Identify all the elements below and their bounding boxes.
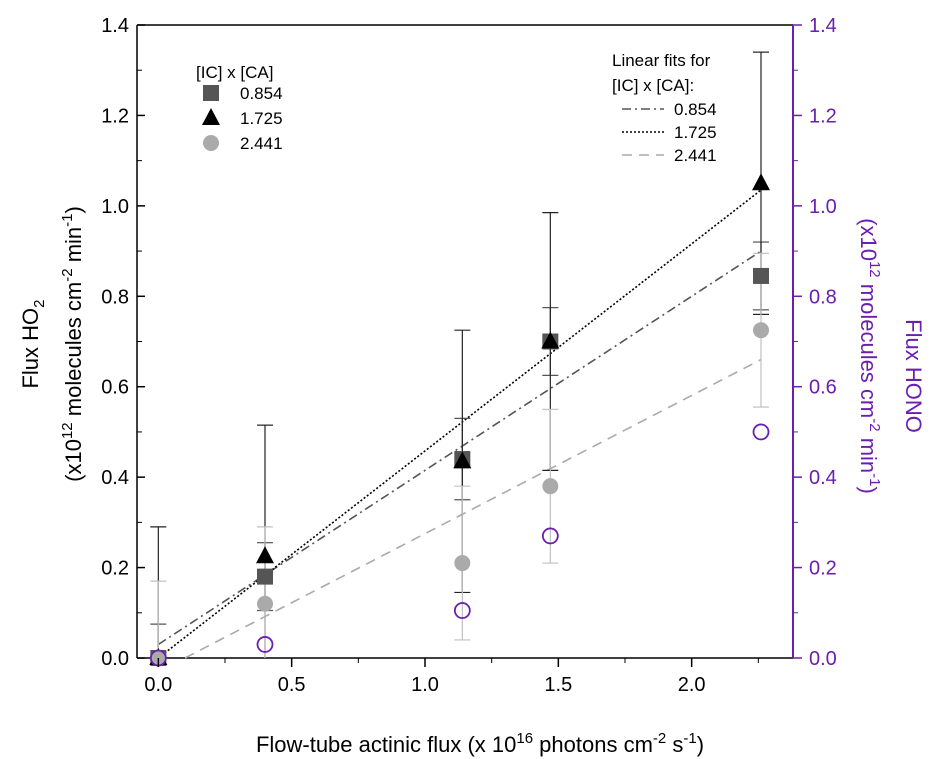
right-tick-label: 0.4 <box>809 467 837 489</box>
left-tick-label: 0.0 <box>101 648 129 670</box>
right-tick-label: 1.2 <box>809 105 837 127</box>
left-axis-unit: (x1012 molecules cm-2 min-1) <box>59 206 86 482</box>
right-tick-label: 0.6 <box>809 377 837 399</box>
left-tick-label: 1.0 <box>101 196 129 218</box>
left-tick-label: 1.2 <box>101 105 129 127</box>
data-markers <box>149 173 770 667</box>
point-2.441-2 <box>454 555 471 572</box>
left-tick-label: 0.6 <box>101 377 129 399</box>
right-tick-label: 1.4 <box>809 15 837 37</box>
fit-line-0.854 <box>157 250 762 646</box>
point-1.725-4 <box>752 173 770 191</box>
point-1.725-3 <box>541 331 560 349</box>
x-tick-label: 0.5 <box>278 674 306 696</box>
right-tick-label: 1.0 <box>809 196 837 218</box>
legend-title: [IC] x [CA] <box>196 63 273 82</box>
left-tick-label: 1.4 <box>101 15 129 37</box>
fit-line-2.441 <box>184 358 762 659</box>
point-hono-3 <box>541 527 559 545</box>
point-2.441-3 <box>542 478 559 495</box>
left-tick-label: 0.4 <box>101 467 129 489</box>
right-tick-label: 0.0 <box>809 648 837 670</box>
point-1.725-2 <box>453 451 472 469</box>
legend-label-2.441: 2.441 <box>240 134 283 153</box>
legend-fit-label-0.854: 0.854 <box>674 100 717 119</box>
legend-fits: Linear fits for [IC] x [CA]: 0.854 1.725 2… <box>612 51 717 165</box>
legend-label-1.725: 1.725 <box>240 109 283 128</box>
legend-marker-0.854 <box>203 85 219 101</box>
right-tick-label: 0.2 <box>809 558 837 580</box>
right-axis-title: Flux HONO <box>901 319 926 433</box>
legend-series: [IC] x [CA] 0.854 1.725 2.441 <box>196 63 283 153</box>
left-y-axis: 0.0 0.2 0.4 0.6 0.8 1.0 1.2 1.4 <box>101 15 145 670</box>
legend-fit-label-1.725: 1.725 <box>674 123 717 142</box>
point-2.441-1 <box>257 595 273 612</box>
x-axis: 0.0 0.5 1.0 1.5 2.0 <box>144 658 759 696</box>
fit-lines <box>157 189 762 659</box>
x-tick-label: 2.0 <box>678 674 706 696</box>
x-axis-title: Flow-tube actinic flux (x 1016 photons c… <box>256 730 704 757</box>
point-0.854-4 <box>753 267 769 284</box>
legend-label-0.854: 0.854 <box>240 84 283 103</box>
point-0.854-1 <box>257 568 273 585</box>
left-axis-title: Flux HO2 <box>18 299 48 388</box>
x-tick-label: 0.0 <box>144 674 172 696</box>
legend-fits-title-line-1: Linear fits for <box>612 51 711 70</box>
point-hono-4 <box>752 423 770 441</box>
right-axis-unit: (x1012 molecules cm-2 min-1) <box>856 218 883 494</box>
legend-fit-label-2.441: 2.441 <box>674 146 717 165</box>
point-hono-1 <box>256 636 274 653</box>
point-1.725-1 <box>256 546 274 564</box>
point-hono-2 <box>453 602 471 619</box>
right-tick-label: 0.8 <box>809 286 837 308</box>
fit-line-1.725 <box>157 189 762 659</box>
right-y-axis: 0.0 0.2 0.4 0.6 0.8 1.0 1.2 1.4 <box>793 15 837 670</box>
legend-fits-title-line-2: [IC] x [CA]: <box>612 76 694 95</box>
x-tick-label: 1.0 <box>411 674 439 696</box>
point-2.441-4 <box>753 322 769 339</box>
left-tick-label: 0.8 <box>101 286 129 308</box>
left-tick-label: 0.2 <box>101 558 129 580</box>
x-tick-label: 1.5 <box>544 674 572 696</box>
legend-marker-2.441 <box>203 135 219 151</box>
legend-marker-1.725 <box>202 108 220 125</box>
